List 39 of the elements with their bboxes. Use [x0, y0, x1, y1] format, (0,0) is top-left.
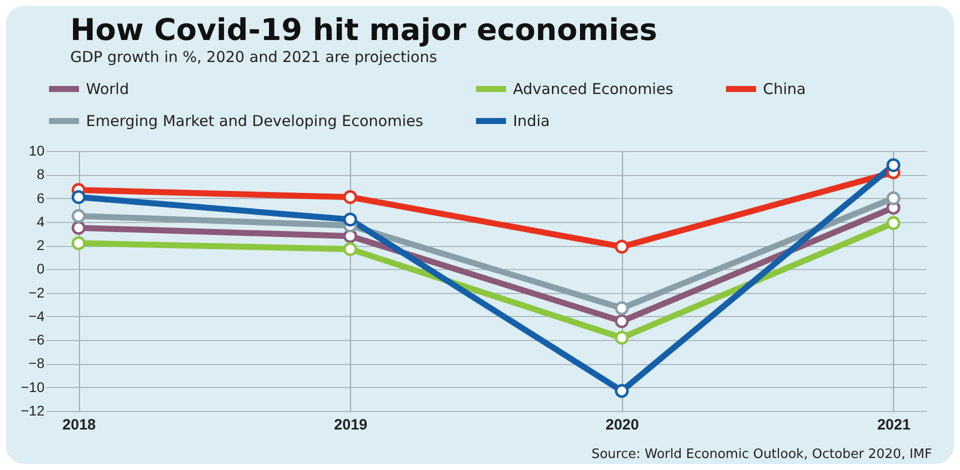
y-tick-label: 2: [36, 237, 45, 254]
x-tick-label: 2020: [606, 416, 639, 434]
y-tick-label: 6: [36, 190, 45, 206]
point: [614, 384, 629, 398]
point: [343, 242, 358, 256]
y-tick-label: −10: [20, 378, 45, 395]
point: [614, 301, 629, 316]
y-tick-label: 0: [36, 260, 45, 277]
point: [614, 240, 629, 254]
point: [72, 220, 86, 235]
y-tick-label: −6: [28, 332, 45, 348]
chart-title: How Covid-19 hit major economies: [70, 13, 658, 48]
legend-label: Emerging Market and Developing Economies: [86, 112, 424, 130]
point: [614, 314, 629, 328]
chart-subtitle: GDP growth in %, 2020 and 2021 are projections: [70, 48, 438, 66]
point: [886, 191, 900, 206]
legend-label: India: [513, 112, 550, 130]
y-tick-label: −2: [28, 284, 45, 300]
point: [72, 209, 86, 223]
y-tick-label: 4: [36, 213, 45, 230]
point: [343, 212, 358, 226]
point: [343, 190, 358, 204]
point: [72, 190, 86, 204]
legend-label: China: [763, 80, 806, 98]
y-tick-label: −12: [20, 402, 45, 418]
point: [614, 330, 629, 345]
legend-label: World: [86, 80, 129, 98]
legend-label: Advanced Economies: [513, 80, 674, 98]
y-tick-label: −8: [28, 355, 45, 372]
point: [72, 236, 86, 250]
point: [886, 158, 900, 172]
source-note: Source: World Economic Outlook, October 2020, IMF: [591, 447, 932, 462]
y-tick-label: 10: [28, 142, 45, 158]
y-tick-label: 8: [36, 166, 45, 182]
point: [886, 216, 900, 230]
x-tick-label: 2019: [334, 416, 368, 434]
y-tick-label: −4: [28, 308, 45, 324]
x-tick-label: 2021: [877, 416, 911, 434]
x-tick-label: 2018: [62, 416, 96, 434]
